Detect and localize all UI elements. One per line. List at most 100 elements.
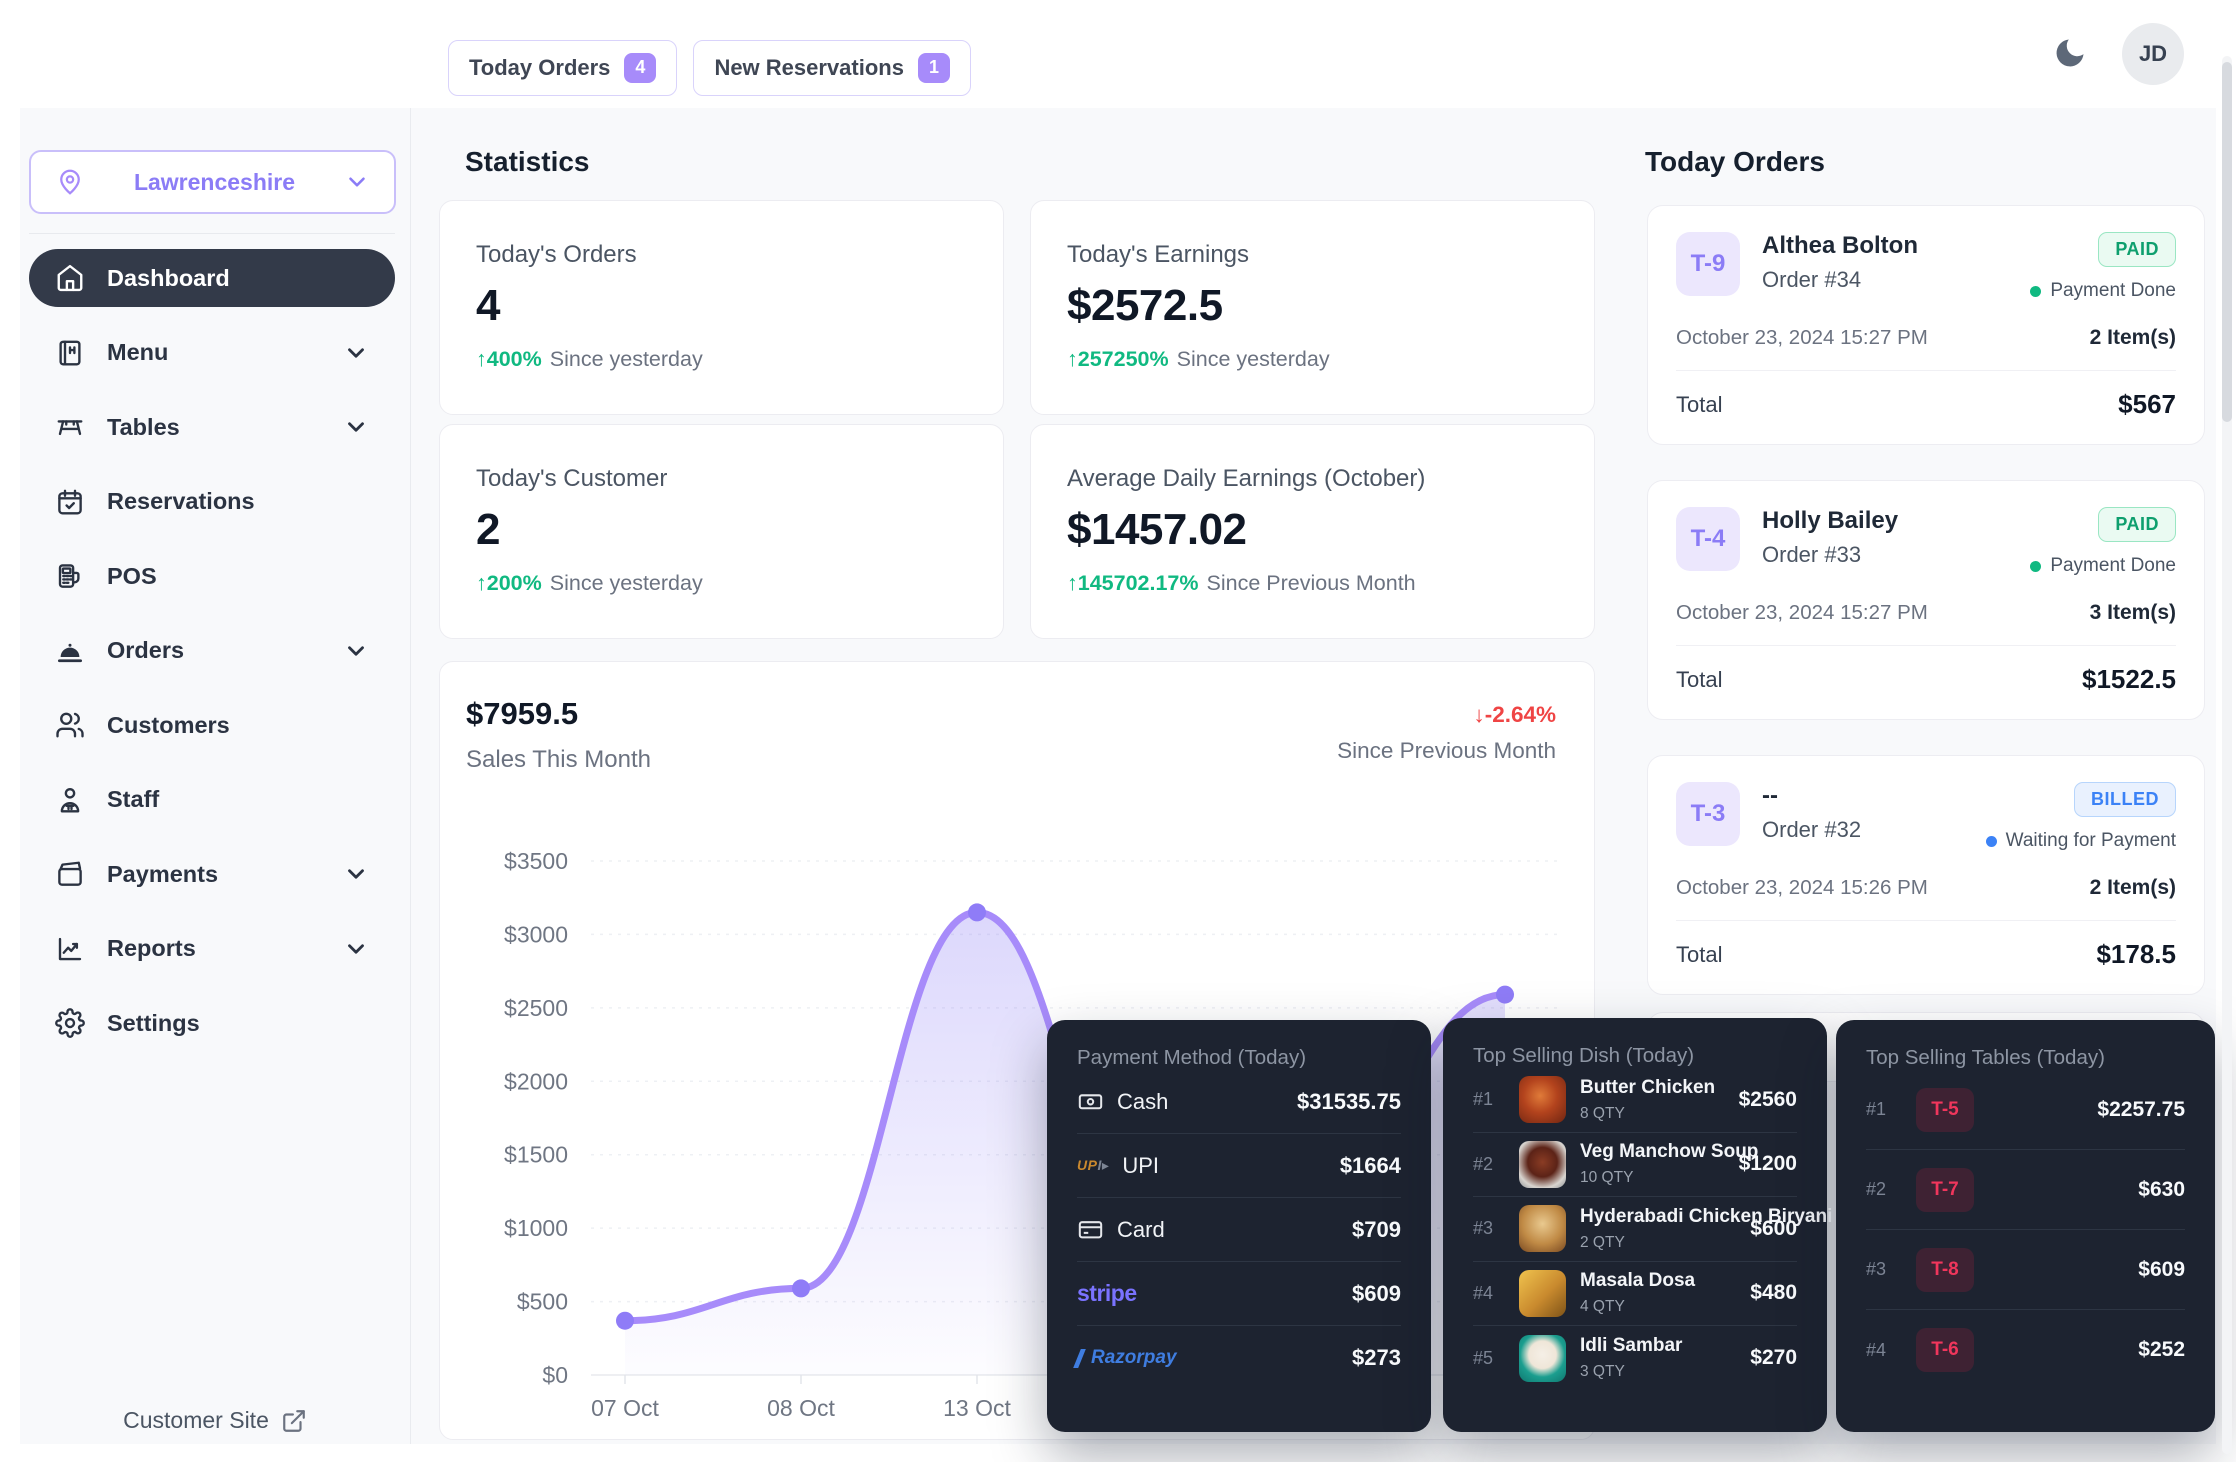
sidebar-item-settings-row[interactable]: Settings	[29, 994, 395, 1052]
sidebar-item-orders-row[interactable]: Orders	[29, 622, 395, 680]
stat-delta: ↑257250% Since yesterday	[1067, 347, 1558, 372]
payment-method-title: Payment Method (Today)	[1077, 1046, 1307, 1069]
order-items-count: 2 Item(s)	[2089, 326, 2176, 349]
order-datetime: October 23, 2024 15:26 PM	[1676, 876, 1928, 899]
top-bar-right: JD	[2052, 0, 2184, 108]
svg-text:$1500: $1500	[504, 1142, 568, 1168]
sidebar-item-reports-row[interactable]: Reports	[29, 920, 395, 978]
sidebar-item-payments-row[interactable]: Payments	[29, 845, 395, 903]
order-table-badge: T-3	[1676, 782, 1740, 846]
svg-text:$1000: $1000	[504, 1215, 568, 1241]
order-total-label: Total	[1676, 666, 1723, 692]
order-card[interactable]: T-9 Althea Bolton Order #34 PAID Payment…	[1647, 205, 2205, 445]
stripe-logo: stripe	[1077, 1280, 1137, 1306]
stat-label: Today's Customer	[476, 465, 668, 492]
dark-mode-toggle[interactable]	[2052, 35, 2088, 74]
order-status-note-text: Payment Done	[2050, 555, 2176, 576]
gear-icon	[55, 1008, 85, 1039]
stat-value: $2572.5	[1067, 281, 1223, 330]
payment-method-amount: $1664	[1339, 1152, 1401, 1178]
home-icon	[55, 263, 85, 293]
order-status-note-text: Waiting for Payment	[2005, 830, 2176, 851]
sidebar-item-label: Payments	[107, 860, 219, 887]
order-card-header: T-3 -- Order #32 BILLED Waiting for Paym…	[1676, 782, 2176, 852]
calendar-check-icon	[55, 487, 85, 517]
payment-method-label: UPI	[1122, 1152, 1160, 1178]
order-status-note: Payment Done	[2030, 555, 2176, 577]
order-table-badge: T-4	[1676, 507, 1740, 571]
stat-label: Today's Orders	[476, 241, 637, 268]
chevron-down-icon	[343, 340, 369, 366]
dish-info: Veg Manchow Soup 10 QTY	[1580, 1141, 1758, 1187]
sidebar-item-menu-row[interactable]: Menu	[29, 324, 395, 382]
payment-method-amount: $31535.75	[1297, 1088, 1401, 1114]
top-bar-buttons: Today Orders 4 New Reservations 1	[448, 40, 971, 96]
scrollbar-thumb[interactable]	[2222, 62, 2232, 422]
today-orders-count-badge: 4	[624, 53, 657, 83]
dish-name: Butter Chicken	[1580, 1076, 1716, 1098]
sales-month-value: $7959.5	[466, 696, 579, 731]
chevron-down-icon	[343, 861, 369, 887]
stat-delta-percent: ↑145702.17%	[1067, 571, 1199, 595]
order-total-value: $178.5	[2096, 939, 2176, 969]
dish-amount: $270	[1750, 1346, 1797, 1370]
sidebar-item-reservations-row[interactable]: Reservations	[29, 473, 395, 531]
dish-amount: $600	[1750, 1216, 1797, 1240]
top-bar: Today Orders 4 New Reservations 1 JD	[20, 0, 2216, 108]
sidebar-item-tables-row[interactable]: Tables	[29, 398, 395, 456]
sidebar-item-staff-row[interactable]: Staff	[29, 771, 395, 829]
location-selector[interactable]: Lawrenceshire	[29, 150, 396, 214]
dish-info: Idli Sambar 3 QTY	[1580, 1335, 1736, 1381]
payment-method-row: Card $709	[1077, 1198, 1401, 1262]
table-badge: T-7	[1916, 1167, 1974, 1212]
payment-method-rows: Cash $31535.75 UPI▸ UPI $1664 Card $709 stri…	[1073, 1070, 1401, 1390]
chevron-down-icon	[343, 936, 369, 962]
sidebar-item-dashboard-row[interactable]: Dashboard	[29, 249, 395, 308]
statistics-grid: Today's Orders 4 ↑400% Since yesterday To…	[439, 200, 1595, 639]
top-dish-row: #4 Masala Dosa 4 QTY $480	[1473, 1262, 1797, 1326]
dish-amount: $480	[1750, 1281, 1797, 1305]
order-customer-block: -- Order #32	[1762, 782, 1861, 852]
stat-card: Average Daily Earnings (October) $1457.0…	[1030, 424, 1595, 639]
sidebar-item-label: Dashboard	[107, 264, 230, 291]
order-status-note-text: Payment Done	[2050, 280, 2176, 301]
top-selling-dish-title: Top Selling Dish (Today)	[1473, 1044, 1695, 1067]
stat-card: Today's Orders 4 ↑400% Since yesterday	[439, 200, 1004, 415]
scrollbar-track[interactable]	[2222, 56, 2232, 1454]
stat-delta-suffix: Since yesterday	[549, 571, 703, 595]
order-total-value: $1522.5	[2082, 664, 2176, 694]
sidebar-item-customers-row[interactable]: Customers	[29, 696, 395, 754]
cash-icon	[1077, 1088, 1104, 1115]
sidebar-item-label: Tables	[107, 413, 180, 440]
stat-delta-percent: ↑257250%	[1067, 347, 1169, 371]
order-card[interactable]: T-3 -- Order #32 BILLED Waiting for Paym…	[1647, 755, 2205, 995]
order-card[interactable]: T-4 Holly Bailey Order #33 PAID Payment …	[1647, 480, 2205, 720]
order-card-header: T-4 Holly Bailey Order #33 PAID Payment …	[1676, 507, 2176, 577]
order-status-badge: BILLED	[2074, 782, 2176, 817]
order-status-block: PAID Payment Done	[2030, 507, 2176, 577]
top-selling-tables-rows: #1 T-5 $2257.75 #2 T-7 $630 #3 T-8 $609 #4 …	[1866, 1070, 2185, 1390]
new-reservations-count-badge: 1	[917, 53, 950, 83]
new-reservations-button[interactable]: New Reservations 1	[693, 40, 971, 96]
payment-method-label-group: UPI▸ UPI	[1077, 1153, 1159, 1179]
sidebar-item-pos-row[interactable]: POS	[29, 547, 395, 605]
avatar[interactable]: JD	[2122, 23, 2184, 85]
table-rank: #4	[1866, 1339, 1887, 1360]
order-total-row: Total $567	[1676, 389, 2176, 420]
card-icon	[1077, 1216, 1104, 1243]
today-orders-list: T-9 Althea Bolton Order #34 PAID Payment…	[1647, 205, 2205, 995]
payment-method-amount: $273	[1352, 1345, 1401, 1370]
order-customer-block: Althea Bolton Order #34	[1762, 232, 1918, 302]
today-orders-button[interactable]: Today Orders 4	[448, 40, 678, 96]
dish-qty: 10 QTY	[1580, 1169, 1634, 1187]
chevron-down-icon	[343, 414, 369, 440]
order-items-count: 2 Item(s)	[2089, 876, 2176, 899]
moon-icon	[2052, 35, 2088, 71]
sidebar-item-staff: Staff	[29, 763, 395, 838]
sidebar-item-payments: Payments	[29, 837, 395, 912]
customer-site-link[interactable]: Customer Site	[20, 1407, 410, 1434]
users-icon	[55, 710, 85, 740]
dish-qty: 8 QTY	[1580, 1104, 1625, 1122]
order-number: Order #34	[1762, 267, 1862, 292]
svg-text:$3500: $3500	[504, 848, 568, 874]
